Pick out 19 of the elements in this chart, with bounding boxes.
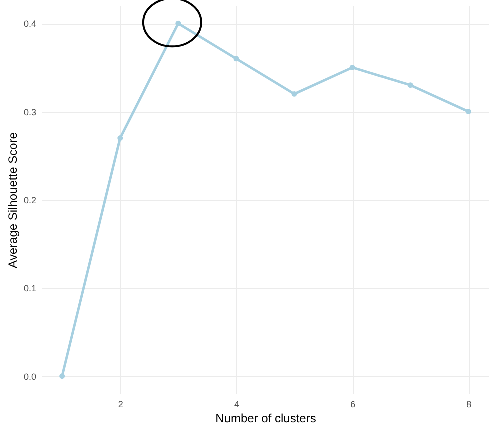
y-tick-label: 0.0 <box>24 372 36 382</box>
y-tick-label: 0.2 <box>24 196 36 206</box>
y-tick-label: 0.1 <box>24 284 36 294</box>
x-tick-label: 2 <box>118 400 124 410</box>
y-axis-title: Average Silhouette Score <box>6 132 20 268</box>
x-tick-label: 4 <box>234 400 240 410</box>
y-tick-label: 0.4 <box>24 19 36 30</box>
point <box>350 64 356 70</box>
x-tick-label: 8 <box>466 400 472 410</box>
x-axis-title: Number of clusters <box>216 412 316 426</box>
point <box>118 136 124 142</box>
point <box>408 82 414 88</box>
x-tick-label: 6 <box>350 400 356 410</box>
point <box>176 20 182 26</box>
point <box>60 374 66 380</box>
point <box>292 91 298 97</box>
point <box>466 109 472 115</box>
point <box>234 56 240 62</box>
y-tick-label: 0.3 <box>24 107 36 118</box>
